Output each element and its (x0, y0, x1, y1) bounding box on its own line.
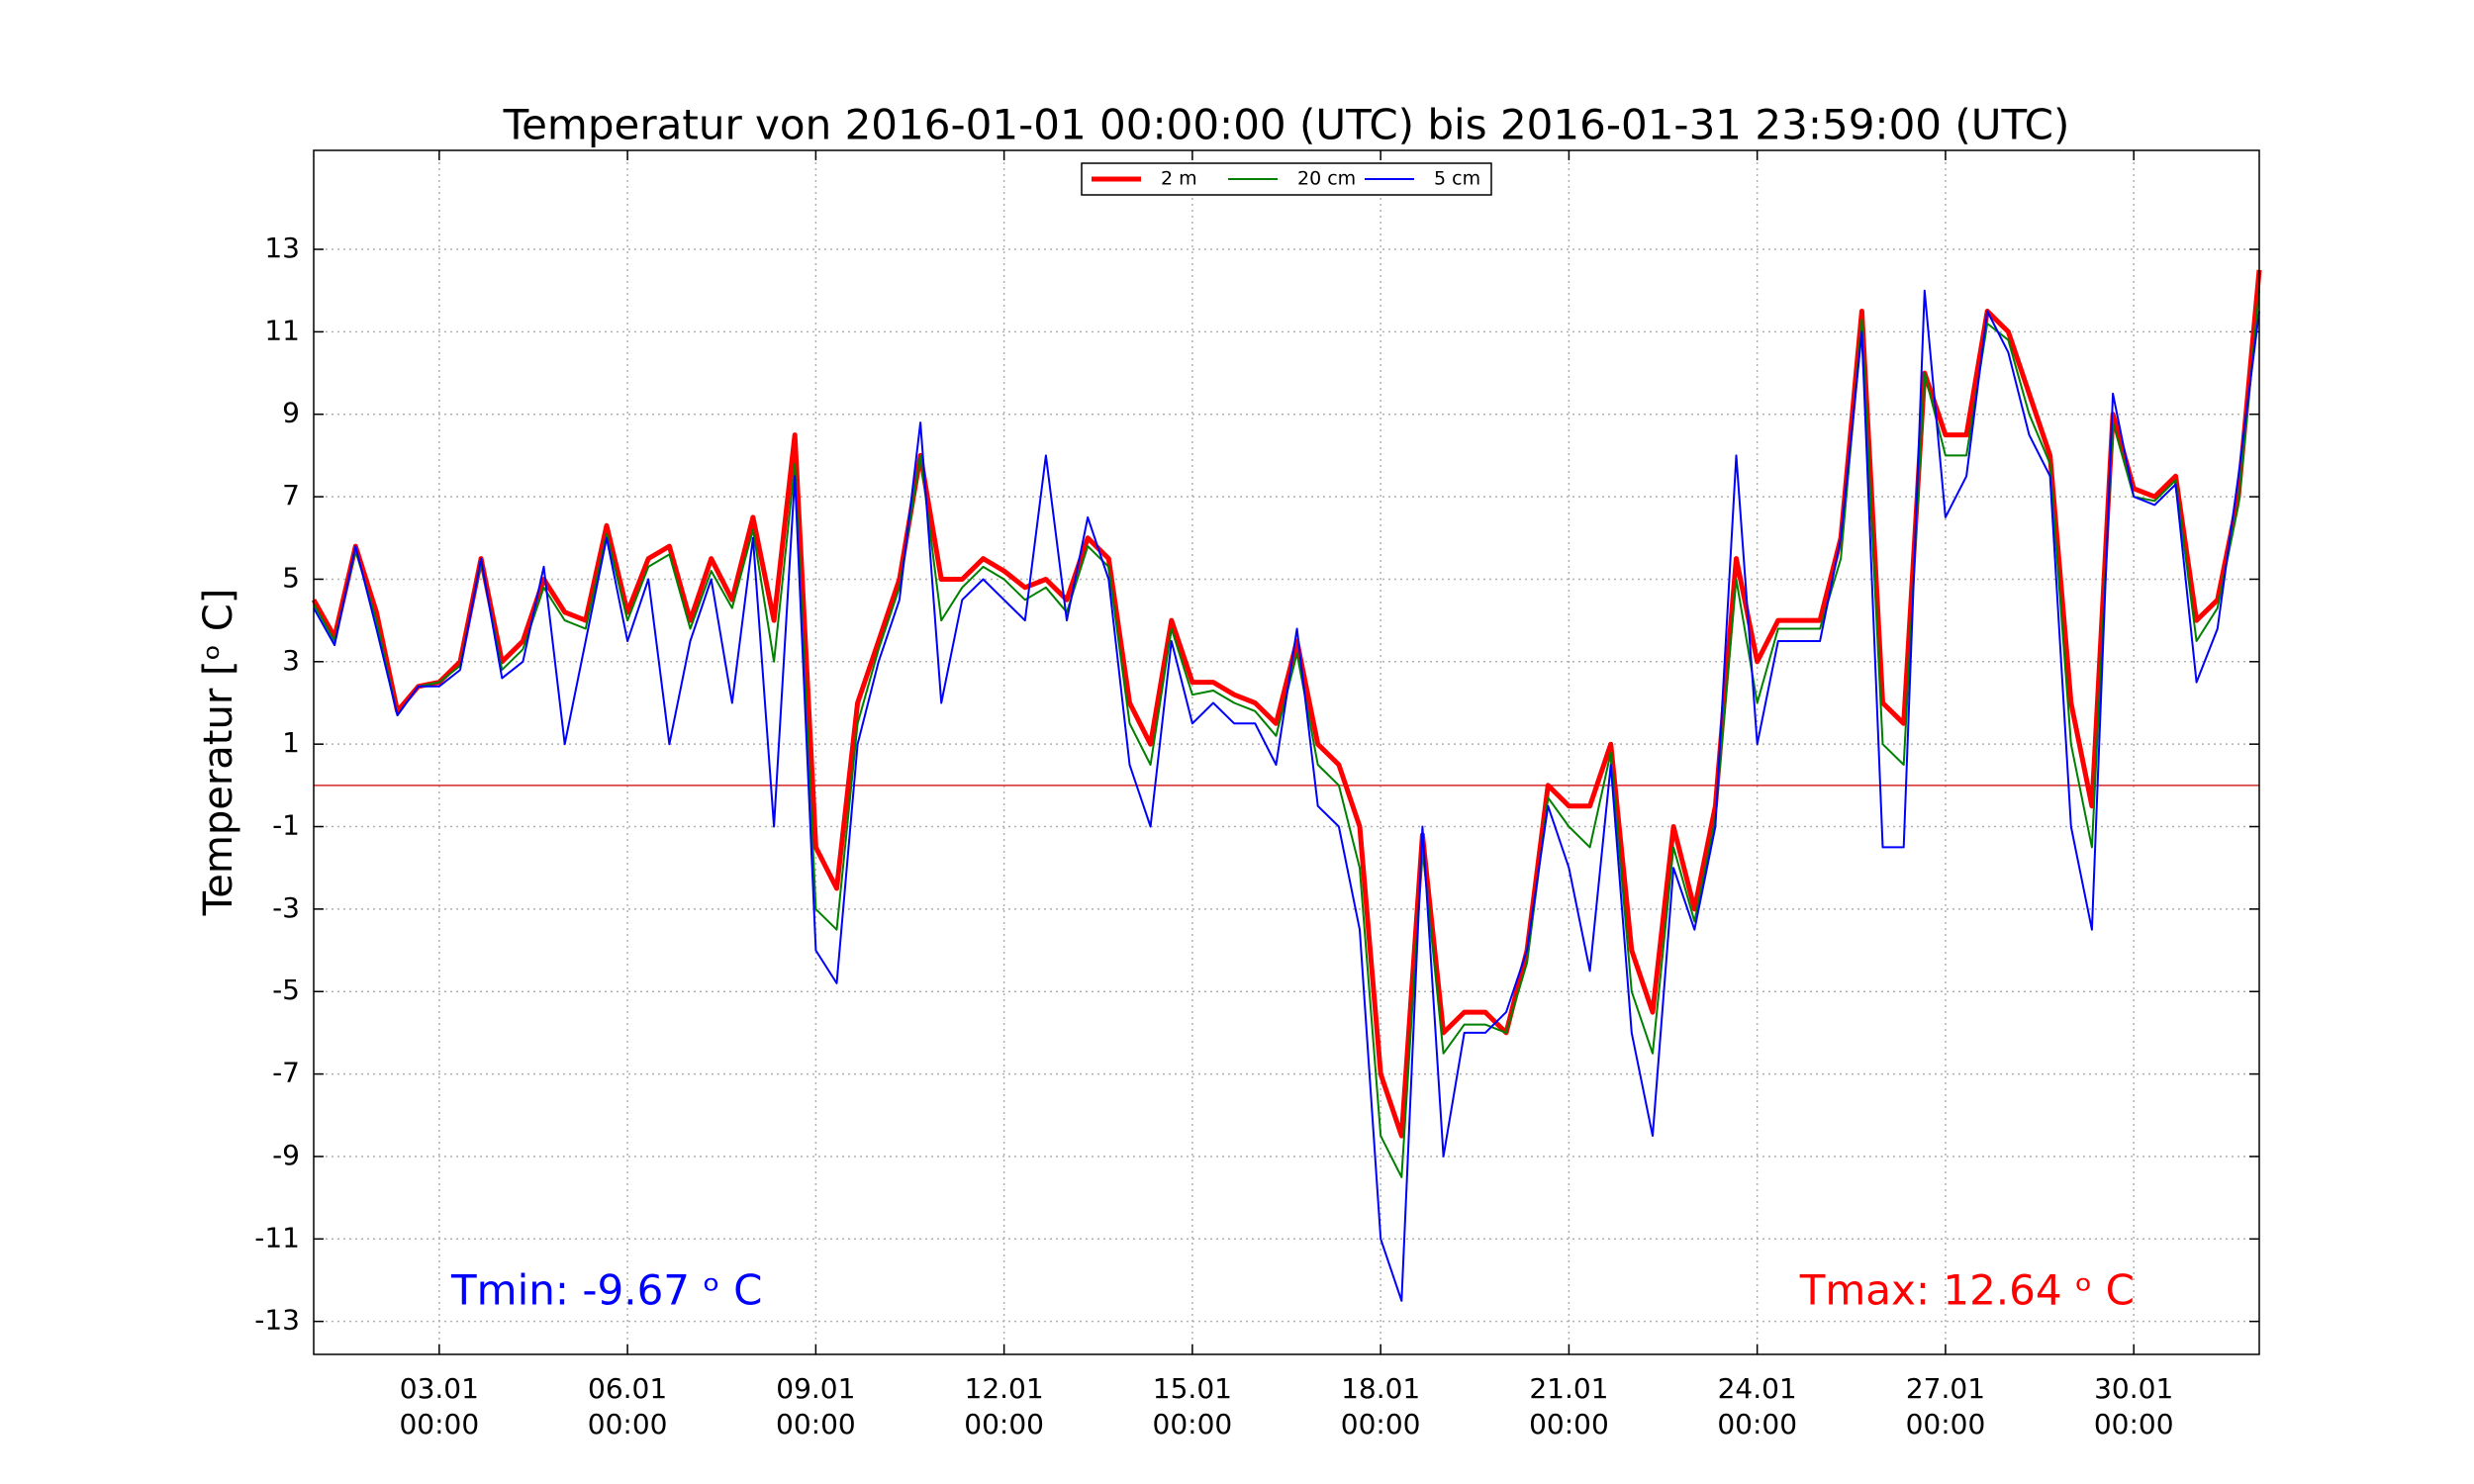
y-tick-label: 1 (282, 726, 300, 759)
x-tick-label-line: 00:00 (1906, 1408, 1986, 1440)
x-tick-label-line: 00:00 (399, 1408, 479, 1440)
y-tick-label: -9 (272, 1139, 300, 1171)
y-tick-label: 5 (282, 561, 300, 594)
x-tick-label: 03.01 00:00 (399, 1372, 479, 1440)
x-tick-label-line: 30.01 (2094, 1372, 2173, 1405)
legend-box (1081, 162, 1492, 196)
x-tick-label: 09.01 00:00 (776, 1372, 856, 1440)
annotation: Tmin: -9.67 ᵒ C (450, 1266, 762, 1315)
x-tick-label: 15.01 00:00 (1153, 1372, 1233, 1440)
x-tick-label: 30.01 00:00 (2094, 1372, 2174, 1440)
y-tick-label: -3 (272, 891, 300, 924)
x-tick-label-line: 00:00 (1153, 1408, 1233, 1440)
x-tick-label: 27.01 00:00 (1906, 1372, 1986, 1440)
x-tick-label-line: 09.01 (776, 1372, 855, 1405)
x-tick-label-line: 00:00 (1529, 1408, 1609, 1440)
x-tick-label: 06.01 00:00 (588, 1372, 668, 1440)
x-tick-label-line: 24.01 (1718, 1372, 1797, 1405)
x-tick-label-line: 18.01 (1341, 1372, 1420, 1405)
legend-label: 2 m (1161, 168, 1197, 190)
x-tick-label-line: 06.01 (588, 1372, 667, 1405)
y-tick-label: -7 (272, 1057, 300, 1089)
y-axis-label: Temperatur [ᵒ C] (196, 589, 241, 917)
y-tick-label: 9 (282, 397, 300, 429)
x-tick-label: 12.01 00:00 (964, 1372, 1044, 1440)
legend-label: 20 cm (1297, 168, 1356, 190)
x-tick-label-line: 00:00 (588, 1408, 668, 1440)
x-tick-label-line: 00:00 (776, 1408, 856, 1440)
y-tick-label: 3 (282, 644, 300, 677)
legend-label: 5 cm (1434, 168, 1480, 190)
y-tick-label: 11 (264, 314, 300, 346)
x-tick-label-line: 27.01 (1906, 1372, 1985, 1405)
x-tick-label-line: 03.01 (400, 1372, 479, 1405)
annotation: Tmax: 12.64 ᵒ C (1799, 1266, 2135, 1315)
x-tick-label-line: 00:00 (1717, 1408, 1797, 1440)
x-tick-label-line: 00:00 (2094, 1408, 2174, 1440)
chart-title: Temperatur von 2016-01-01 00:00:00 (UTC)… (503, 101, 2070, 149)
x-tick-label-line: 15.01 (1153, 1372, 1232, 1405)
x-tick-label-line: 00:00 (964, 1408, 1044, 1440)
y-tick-label: -5 (272, 974, 300, 1006)
x-tick-label-line: 12.01 (965, 1372, 1044, 1405)
y-tick-label: -13 (254, 1304, 300, 1337)
y-tick-label: -1 (272, 809, 300, 842)
plot-frame (313, 149, 2260, 1355)
x-tick-label-line: 21.01 (1529, 1372, 1608, 1405)
y-tick-label: 7 (282, 479, 300, 511)
x-tick-label: 24.01 00:00 (1717, 1372, 1797, 1440)
series-line (313, 289, 2260, 1302)
y-tick-label: -11 (254, 1221, 300, 1253)
x-tick-label: 18.01 00:00 (1341, 1372, 1421, 1440)
x-tick-label: 21.01 00:00 (1529, 1372, 1609, 1440)
x-tick-label-line: 00:00 (1341, 1408, 1421, 1440)
y-tick-label: 13 (264, 232, 300, 264)
